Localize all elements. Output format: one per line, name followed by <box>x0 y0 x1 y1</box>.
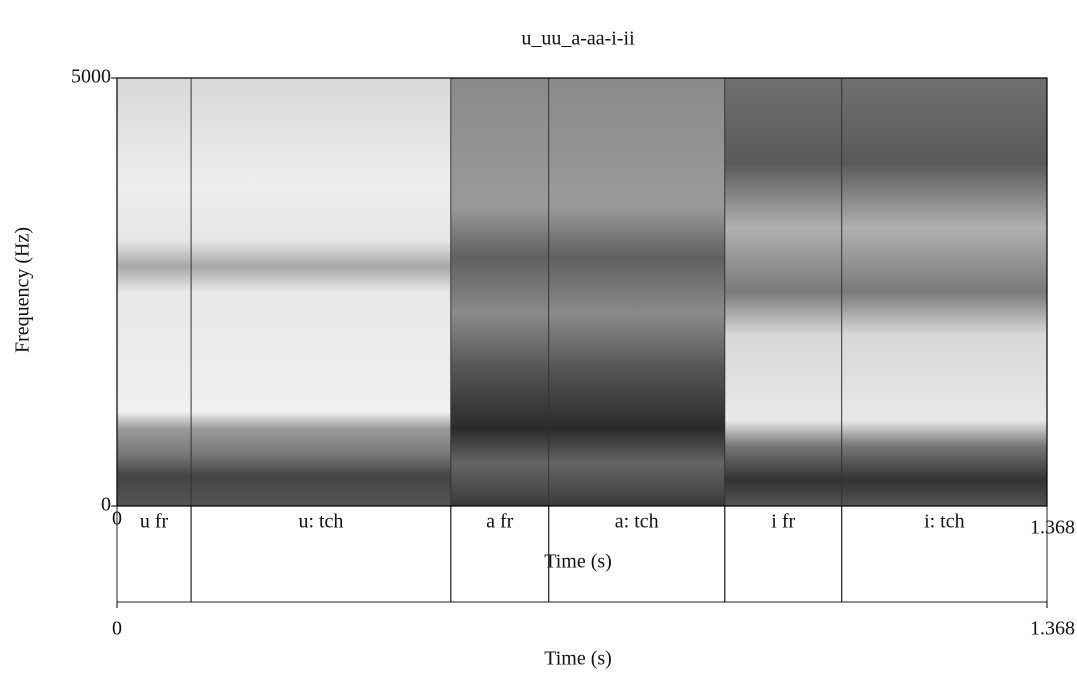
x-axis-label: Time (s) <box>544 551 612 573</box>
spectrogram-segment <box>117 78 192 506</box>
chart-title: u_uu_a-aa-i-ii <box>521 28 635 50</box>
spectrogram-segment <box>841 78 1047 506</box>
interval-label: u fr <box>140 511 169 533</box>
y-tick-label: 0 <box>101 494 111 516</box>
plot-frame <box>116 77 1048 507</box>
x-tick-label: 0 <box>112 508 122 530</box>
interval-label: u: tch <box>298 511 343 533</box>
interval-label: i fr <box>771 511 795 533</box>
x-tick-label: 1.368 <box>1030 618 1075 640</box>
x-tick-label: 1.368 <box>1030 517 1075 539</box>
spectrogram-segment <box>450 78 549 506</box>
y-axis-label: Frequency (Hz) <box>12 227 34 353</box>
interval-label: a fr <box>486 511 514 533</box>
interval-label: a: tch <box>615 511 659 533</box>
spectrogram-segment <box>191 78 451 506</box>
spectrogram-segment <box>548 78 725 506</box>
x-tick-label: 0 <box>112 618 122 640</box>
interval-label: i: tch <box>924 511 965 533</box>
spectrogram-segment <box>724 78 842 506</box>
x-axis-label: Time (s) <box>544 648 612 670</box>
y-tick-label: 5000 <box>71 66 111 88</box>
